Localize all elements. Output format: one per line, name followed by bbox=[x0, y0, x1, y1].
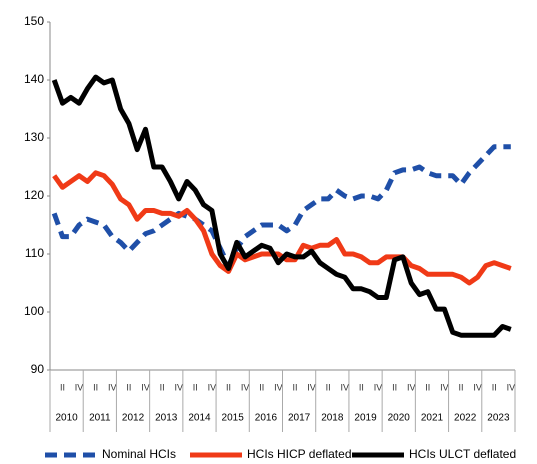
x-tick-label: IV bbox=[407, 382, 416, 392]
year-label: 2019 bbox=[354, 413, 377, 424]
series-line bbox=[51, 74, 512, 338]
x-tick-label: IV bbox=[341, 382, 350, 392]
x-tick-label: II bbox=[359, 382, 364, 392]
y-tick-label: 130 bbox=[24, 130, 44, 144]
y-tick-label: 150 bbox=[24, 14, 44, 28]
x-tick-label: II bbox=[160, 382, 165, 392]
series-line bbox=[51, 144, 511, 269]
x-tick-label: II bbox=[93, 382, 98, 392]
x-tick-label: IV bbox=[473, 382, 482, 392]
legend-label: Nominal HCIs bbox=[102, 447, 176, 461]
x-tick-label: II bbox=[326, 382, 331, 392]
x-tick-label: IV bbox=[75, 382, 84, 392]
year-label: 2018 bbox=[321, 413, 344, 424]
x-tick-label: II bbox=[259, 382, 264, 392]
x-tick-label: IV bbox=[274, 382, 283, 392]
x-tick-label: II bbox=[292, 382, 297, 392]
y-tick-label: 140 bbox=[24, 72, 44, 86]
x-tick-label: IV bbox=[141, 382, 150, 392]
x-tick-label: II bbox=[60, 382, 65, 392]
year-label: 2021 bbox=[421, 413, 444, 424]
x-tick-label: IV bbox=[108, 382, 117, 392]
year-label: 2013 bbox=[155, 413, 178, 424]
year-label: 2020 bbox=[388, 413, 411, 424]
x-tick-label: IV bbox=[374, 382, 383, 392]
x-tick-label: II bbox=[392, 382, 397, 392]
y-tick-label: 120 bbox=[24, 188, 44, 202]
y-tick-label: 100 bbox=[24, 304, 44, 318]
year-label: 2011 bbox=[89, 413, 111, 424]
legend-label: HCIs ULCT deflated bbox=[409, 447, 516, 461]
year-label: 2017 bbox=[288, 413, 311, 424]
x-tick-label: II bbox=[126, 382, 131, 392]
year-label: 2010 bbox=[55, 413, 78, 424]
year-label: 2023 bbox=[487, 413, 510, 424]
x-tick-label: II bbox=[492, 382, 497, 392]
year-label: 2015 bbox=[222, 413, 245, 424]
x-tick-label: II bbox=[226, 382, 231, 392]
x-tick-label: II bbox=[193, 382, 198, 392]
y-tick-label: 110 bbox=[25, 246, 44, 260]
y-tick-label: 90 bbox=[31, 362, 45, 376]
x-tick-label: II bbox=[459, 382, 464, 392]
x-tick-label: IV bbox=[307, 382, 316, 392]
x-tick-label: IV bbox=[507, 382, 516, 392]
x-tick-label: IV bbox=[241, 382, 250, 392]
year-label: 2012 bbox=[122, 413, 145, 424]
x-tick-label: IV bbox=[174, 382, 183, 392]
x-tick-label: IV bbox=[440, 382, 449, 392]
x-tick-label: II bbox=[425, 382, 430, 392]
x-tick-label: IV bbox=[208, 382, 217, 392]
year-label: 2016 bbox=[255, 413, 278, 424]
year-label: 2022 bbox=[454, 413, 477, 424]
year-label: 2014 bbox=[188, 413, 211, 424]
legend-label: HCIs HICP deflated bbox=[247, 447, 352, 461]
